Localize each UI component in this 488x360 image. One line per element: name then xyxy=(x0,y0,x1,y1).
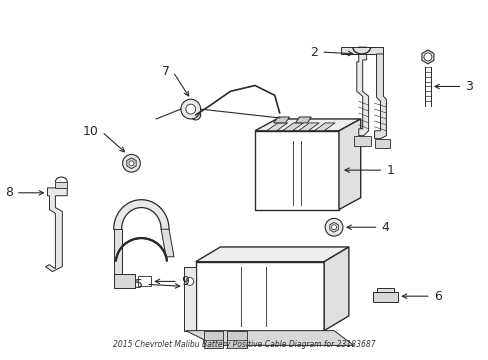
Polygon shape xyxy=(329,222,338,232)
Polygon shape xyxy=(195,247,348,262)
Circle shape xyxy=(423,53,431,61)
Circle shape xyxy=(190,110,200,120)
Polygon shape xyxy=(340,47,383,54)
Circle shape xyxy=(185,104,195,114)
Circle shape xyxy=(325,219,342,236)
Polygon shape xyxy=(374,139,389,148)
Polygon shape xyxy=(45,188,67,271)
Polygon shape xyxy=(376,288,393,296)
Polygon shape xyxy=(114,229,122,274)
Text: 5: 5 xyxy=(135,278,143,291)
Polygon shape xyxy=(356,47,368,136)
Circle shape xyxy=(122,154,140,172)
Circle shape xyxy=(331,225,336,230)
Polygon shape xyxy=(183,267,195,330)
Polygon shape xyxy=(203,330,223,348)
Polygon shape xyxy=(114,274,135,288)
Circle shape xyxy=(185,278,193,285)
Polygon shape xyxy=(295,117,311,123)
Polygon shape xyxy=(126,158,136,169)
Polygon shape xyxy=(353,136,370,145)
Polygon shape xyxy=(55,182,67,188)
Polygon shape xyxy=(266,123,287,131)
Text: 9: 9 xyxy=(181,275,188,288)
Polygon shape xyxy=(161,229,174,257)
Text: 2015 Chevrolet Malibu Battery Positive Cable Diagram for 23183687: 2015 Chevrolet Malibu Battery Positive C… xyxy=(113,340,375,349)
Polygon shape xyxy=(114,200,169,229)
Polygon shape xyxy=(254,119,360,131)
Text: 2: 2 xyxy=(310,45,318,59)
Polygon shape xyxy=(273,117,289,123)
Polygon shape xyxy=(372,292,397,302)
Text: 6: 6 xyxy=(433,290,441,303)
Text: 10: 10 xyxy=(83,125,99,138)
Polygon shape xyxy=(324,247,348,330)
Circle shape xyxy=(181,99,200,119)
Polygon shape xyxy=(254,131,338,210)
Polygon shape xyxy=(282,123,303,131)
Polygon shape xyxy=(421,50,433,64)
Polygon shape xyxy=(374,54,386,139)
Text: 8: 8 xyxy=(5,186,13,199)
Polygon shape xyxy=(185,330,353,345)
Polygon shape xyxy=(338,119,360,210)
Circle shape xyxy=(129,161,134,166)
Text: 7: 7 xyxy=(162,65,170,78)
Text: 1: 1 xyxy=(386,164,393,177)
Text: 4: 4 xyxy=(381,221,388,234)
Polygon shape xyxy=(195,262,324,330)
Polygon shape xyxy=(138,276,151,286)
Polygon shape xyxy=(314,123,334,131)
Text: 3: 3 xyxy=(465,80,472,93)
Polygon shape xyxy=(298,123,319,131)
Polygon shape xyxy=(227,330,246,348)
